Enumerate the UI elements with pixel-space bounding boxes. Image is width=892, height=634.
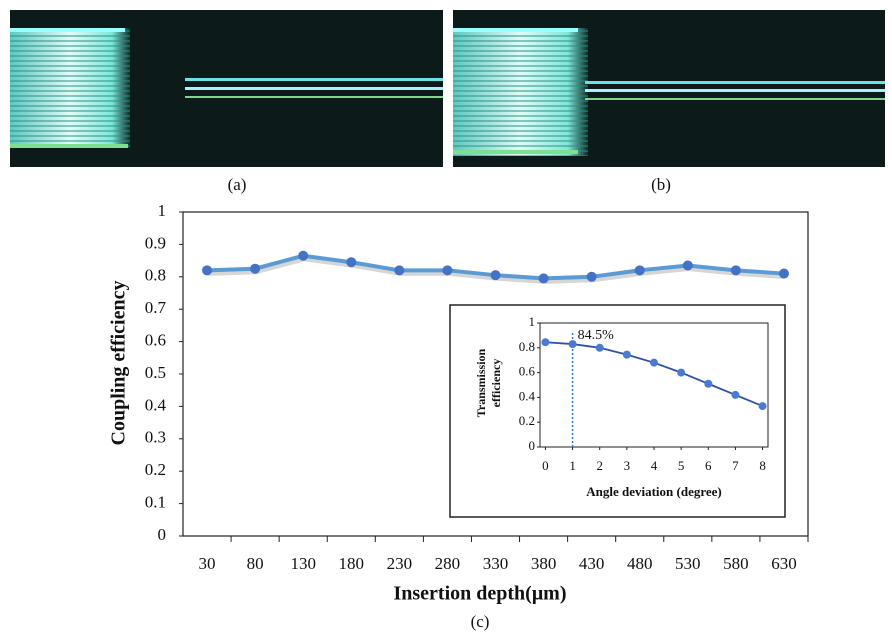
- inset-x-tick-label: 8: [759, 458, 766, 473]
- point: [650, 358, 658, 367]
- point: [202, 265, 213, 276]
- x-tick-label: 580: [723, 554, 749, 573]
- y-tick-label: 0.8: [145, 266, 166, 285]
- point: [586, 271, 597, 282]
- inset-x-tick-label: 7: [732, 458, 739, 473]
- x-tick-label: 130: [290, 554, 316, 573]
- inset-y-tick-label: 0: [529, 438, 536, 453]
- point: [778, 268, 789, 279]
- inset-x-tick-label: 6: [705, 458, 712, 473]
- panel-label: (b): [651, 175, 671, 194]
- x-tick-label: 80: [247, 554, 264, 573]
- point: [682, 260, 693, 271]
- point: [538, 273, 549, 284]
- inset-x-label: Angle deviation (degree): [586, 484, 722, 499]
- point: [394, 265, 405, 276]
- x-tick-label: 30: [199, 554, 216, 573]
- y-tick-label: 0: [158, 525, 167, 544]
- image-b: [453, 10, 885, 167]
- panel-label: (c): [471, 612, 490, 631]
- point: [634, 265, 645, 276]
- x-tick-label: 630: [771, 554, 797, 573]
- inset-frame: [449, 304, 786, 518]
- x-tick-label: 480: [627, 554, 653, 573]
- inset-x-tick-label: 3: [624, 458, 631, 473]
- y-tick-label: 0.1: [145, 493, 166, 512]
- x-tick-label: 530: [675, 554, 701, 573]
- y-tick-label: 0.5: [145, 363, 166, 382]
- x-tick-label: 230: [387, 554, 413, 573]
- x-tick-label: 380: [531, 554, 557, 573]
- y-tick-label: 0.2: [145, 460, 166, 479]
- point: [677, 368, 686, 377]
- inset-y-label: Transmission: [474, 348, 488, 417]
- inset-x-tick-label: 0: [542, 458, 549, 473]
- point: [541, 338, 550, 347]
- point: [490, 270, 501, 281]
- x-axis-label: Insertion depth(μm): [393, 583, 566, 605]
- inset-x-tick-label: 1: [569, 458, 576, 473]
- image-a: [10, 10, 443, 167]
- inset-x-tick-label: 4: [651, 458, 658, 473]
- point: [704, 379, 713, 388]
- x-tick-label: 180: [339, 554, 365, 573]
- y-tick-label: 0.9: [145, 233, 166, 252]
- inset-y-tick-label: 0.6: [519, 364, 536, 379]
- inset-y-label: efficiency: [489, 359, 503, 408]
- point: [731, 390, 740, 399]
- point: [730, 265, 741, 276]
- y-axis-label: Coupling efficiency: [108, 281, 130, 446]
- x-tick-label: 330: [483, 554, 509, 573]
- inset-y-tick-label: 1: [529, 314, 536, 329]
- inset-y-tick-label: 0.2: [519, 413, 535, 428]
- y-tick-label: 1: [158, 201, 167, 220]
- inset-y-tick-label: 0.8: [519, 339, 535, 354]
- panel-label: (a): [228, 175, 247, 194]
- point: [298, 250, 309, 261]
- annotation: 84.5%: [578, 328, 615, 343]
- inset-y-tick-label: 0.4: [519, 388, 536, 403]
- y-tick-label: 0.3: [145, 428, 166, 447]
- point: [442, 265, 453, 276]
- x-tick-label: 280: [435, 554, 461, 573]
- point: [568, 340, 577, 349]
- point: [250, 263, 261, 274]
- point: [595, 343, 604, 352]
- x-tick-label: 430: [579, 554, 605, 573]
- point: [758, 402, 767, 411]
- y-tick-label: 0.4: [145, 395, 167, 414]
- point: [346, 257, 357, 268]
- point: [622, 350, 631, 359]
- inset-x-tick-label: 2: [596, 458, 603, 473]
- inset-x-tick-label: 5: [678, 458, 685, 473]
- y-tick-label: 0.6: [145, 331, 166, 350]
- y-tick-label: 0.7: [145, 298, 167, 317]
